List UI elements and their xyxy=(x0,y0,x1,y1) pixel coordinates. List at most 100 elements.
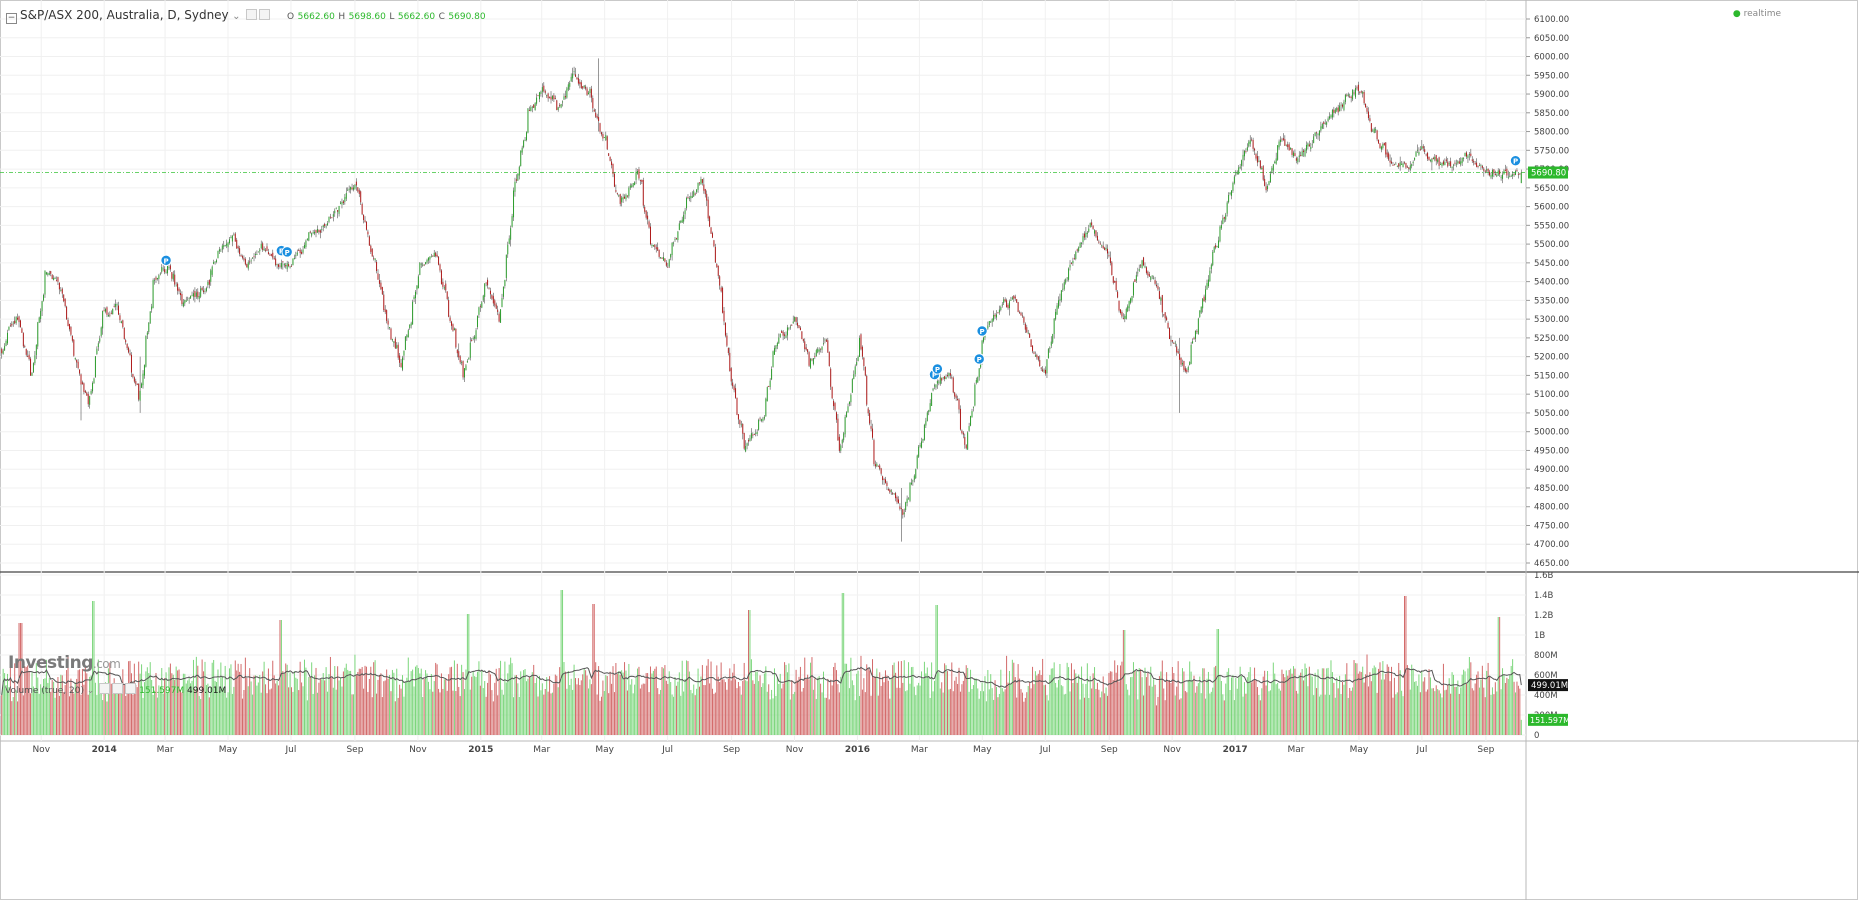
volume-bar xyxy=(1252,680,1254,735)
candle-body xyxy=(637,171,639,174)
candlestick xyxy=(1239,163,1241,170)
candle-body xyxy=(458,351,460,358)
candlestick xyxy=(1157,283,1159,291)
candlestick xyxy=(1167,321,1169,329)
candlestick xyxy=(1509,172,1511,178)
volume-bar xyxy=(1264,670,1266,735)
candle-body xyxy=(900,507,902,509)
symbol-title: S&P/ASX 200, Australia, D, Sydney xyxy=(20,8,229,22)
candle-body xyxy=(895,493,897,499)
candle-body xyxy=(1447,161,1449,167)
volume-bar xyxy=(1169,680,1171,735)
volume-bar xyxy=(1415,681,1417,735)
candlestick xyxy=(191,291,193,297)
candlestick xyxy=(1504,164,1506,172)
candle-body xyxy=(1206,283,1208,290)
candlestick xyxy=(945,374,947,380)
candle-body xyxy=(684,210,686,215)
close-icon[interactable] xyxy=(259,9,271,20)
candlestick xyxy=(115,299,117,311)
candle-body xyxy=(1101,245,1103,247)
candle-body xyxy=(508,238,510,244)
volume-bar xyxy=(935,605,937,735)
candlestick xyxy=(370,244,372,254)
volume-bar xyxy=(872,659,874,735)
candle-body xyxy=(1308,144,1310,147)
volume-bar xyxy=(1148,685,1150,735)
candle-body xyxy=(570,76,572,82)
volume-bar xyxy=(537,696,539,735)
candle-body xyxy=(1401,164,1403,165)
candle-body xyxy=(642,179,644,206)
volume-bar xyxy=(1359,671,1361,735)
candlestick xyxy=(393,341,395,347)
candle-body xyxy=(99,338,101,342)
volume-bar xyxy=(1042,658,1044,735)
candle-body xyxy=(1437,159,1439,162)
volume-bar xyxy=(1135,670,1137,735)
collapse-icon[interactable]: − xyxy=(6,13,17,24)
candle-body xyxy=(409,324,411,329)
candle-body xyxy=(306,238,308,240)
volume-bar xyxy=(694,695,696,735)
volume-bar xyxy=(729,668,731,735)
volume-close-icon[interactable] xyxy=(125,683,137,694)
candlestick xyxy=(949,369,951,379)
title-menu-chevron-icon[interactable]: ⌄ xyxy=(232,11,241,22)
candlestick xyxy=(1507,170,1509,180)
candlestick xyxy=(1261,166,1263,170)
candlestick xyxy=(1193,336,1195,340)
volume-visibility-icon[interactable] xyxy=(99,683,111,694)
volume-bar xyxy=(733,663,735,735)
volume-bar xyxy=(1033,684,1035,735)
candle-body xyxy=(440,270,442,285)
candlestick xyxy=(305,239,307,249)
volume-bar xyxy=(1230,677,1232,735)
candle-body xyxy=(347,189,349,191)
candle-body xyxy=(1517,173,1519,175)
candlestick xyxy=(475,327,477,341)
candle-body xyxy=(195,292,197,297)
candlestick xyxy=(652,244,654,247)
candlestick xyxy=(1506,166,1508,178)
volume-bar xyxy=(946,671,948,735)
ohlc-high-value: 5698.60 xyxy=(348,12,386,22)
candle-body xyxy=(936,381,938,384)
candle-body xyxy=(198,296,200,299)
candle-body xyxy=(35,344,37,355)
volume-settings-icon[interactable] xyxy=(112,683,124,694)
candle-body xyxy=(142,373,144,386)
candle-body xyxy=(554,98,556,99)
volume-bar xyxy=(113,678,115,735)
volume-bar xyxy=(1416,685,1418,735)
candle-body xyxy=(439,264,441,271)
candlestick xyxy=(1291,148,1293,158)
candle-body xyxy=(1021,315,1023,317)
volume-bar xyxy=(1160,671,1162,735)
volume-bar xyxy=(1070,663,1072,735)
candle-body xyxy=(337,210,339,212)
candlestick xyxy=(1336,106,1338,112)
volume-bar xyxy=(413,686,415,735)
candlestick xyxy=(735,383,737,399)
candlestick xyxy=(167,264,169,276)
volume-bar xyxy=(479,685,481,735)
settings-icon[interactable] xyxy=(246,9,258,20)
candle-body xyxy=(634,182,636,186)
candle-body xyxy=(918,446,920,457)
candlestick xyxy=(155,275,157,284)
candlestick xyxy=(1372,128,1374,132)
candlestick xyxy=(1233,174,1235,185)
candle-body xyxy=(384,309,386,313)
candle-body xyxy=(1386,152,1388,157)
volume-bar xyxy=(1380,679,1382,735)
candlestick xyxy=(1519,173,1521,175)
volume-bar xyxy=(179,689,181,735)
candle-body xyxy=(358,190,360,194)
candle-body xyxy=(93,378,95,384)
volume-menu-chevron-icon[interactable]: ⌄ xyxy=(86,686,95,696)
candle-body xyxy=(910,482,912,485)
candle-body xyxy=(651,244,653,246)
candle-body xyxy=(266,246,268,251)
